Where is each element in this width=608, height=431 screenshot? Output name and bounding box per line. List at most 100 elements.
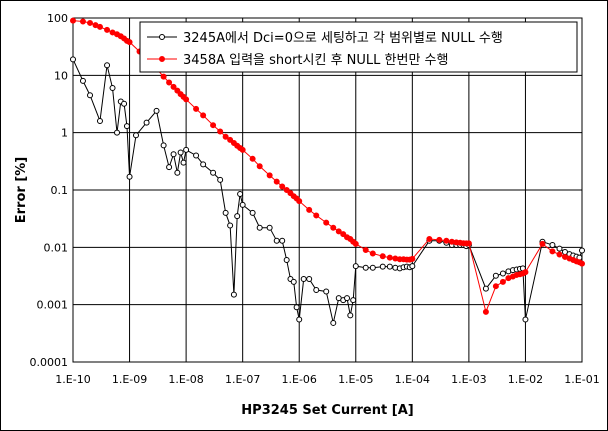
- data-point: [183, 146, 190, 153]
- data-point: [273, 237, 280, 244]
- data-point: [279, 237, 286, 244]
- x-axis-label: HP3245 Set Current [A]: [241, 403, 413, 418]
- y-axis-ticks: 0.0001 0.001 0.01 0.1 1 10 100: [30, 12, 69, 369]
- data-point: [126, 173, 133, 180]
- x-tick-label: 1.E-03: [451, 373, 486, 386]
- data-point: [436, 236, 443, 243]
- data-point: [306, 276, 313, 283]
- data-point: [499, 278, 506, 285]
- series-line: [72, 59, 583, 324]
- data-point: [87, 19, 94, 26]
- data-point: [104, 26, 111, 33]
- data-point: [210, 122, 217, 129]
- data-point: [492, 272, 499, 279]
- data-point: [222, 209, 229, 216]
- data-point: [539, 240, 546, 247]
- data-point: [70, 17, 76, 24]
- x-tick-label: 1.E-09: [112, 373, 147, 386]
- x-tick-label: 1.E-01: [564, 373, 599, 386]
- data-point: [296, 198, 303, 205]
- data-point: [153, 107, 160, 114]
- data-point: [386, 254, 393, 261]
- data-point: [290, 278, 297, 285]
- data-point: [379, 253, 386, 260]
- data-point: [579, 260, 585, 267]
- data-point: [443, 237, 450, 244]
- data-point: [556, 251, 563, 258]
- data-point: [109, 85, 116, 92]
- data-point: [549, 248, 556, 255]
- data-point: [227, 222, 234, 229]
- data-point: [579, 247, 585, 254]
- data-point: [160, 142, 167, 149]
- data-point: [227, 136, 234, 143]
- data-point: [409, 263, 416, 270]
- data-point: [170, 83, 177, 90]
- data-point: [114, 129, 121, 136]
- data-point: [222, 133, 229, 140]
- data-point: [166, 79, 173, 86]
- y-tick-label: 0.1: [51, 184, 69, 197]
- data-point: [249, 155, 256, 162]
- legend-label: 3458A 입력을 short시킨 후 NULL 한번만 수행: [183, 52, 448, 68]
- data-point: [362, 246, 369, 253]
- data-point: [313, 212, 320, 219]
- data-point: [426, 235, 433, 242]
- data-point: [239, 146, 246, 153]
- data-point: [465, 240, 472, 247]
- data-point: [482, 285, 489, 292]
- y-axis-label: Error [%]: [14, 157, 29, 223]
- data-point: [193, 105, 200, 112]
- data-point: [210, 169, 217, 176]
- y-tick-label: 10: [54, 69, 68, 82]
- data-point: [174, 169, 181, 176]
- data-point: [549, 241, 556, 248]
- data-point: [256, 224, 263, 231]
- data-point: [143, 119, 150, 126]
- series-1: [70, 56, 585, 326]
- data-point: [352, 263, 359, 270]
- data-point: [313, 287, 320, 294]
- data-point: [121, 100, 128, 107]
- data-point: [522, 316, 529, 323]
- data-point: [323, 219, 330, 226]
- data-point: [522, 269, 529, 276]
- data-point: [335, 228, 342, 235]
- data-point: [200, 161, 207, 168]
- data-point: [350, 297, 357, 304]
- y-tick-label: 0.0001: [30, 356, 69, 369]
- y-tick-label: 0.01: [44, 241, 69, 254]
- data-point: [126, 39, 133, 46]
- data-point: [344, 295, 351, 302]
- y-tick-label: 1: [61, 127, 68, 140]
- data-point: [170, 151, 177, 158]
- y-tick-label: 100: [47, 12, 68, 25]
- data-point: [177, 149, 184, 156]
- data-point: [482, 308, 489, 315]
- data-point: [79, 18, 86, 25]
- data-point: [249, 209, 256, 216]
- data-point: [166, 164, 173, 171]
- data-point: [369, 264, 376, 271]
- data-point: [340, 231, 347, 238]
- data-point: [104, 62, 111, 69]
- data-point: [123, 123, 130, 130]
- data-point: [492, 283, 499, 290]
- legend-marker: [159, 34, 165, 40]
- data-point: [87, 92, 94, 99]
- data-point: [293, 304, 300, 311]
- data-point: [217, 176, 224, 183]
- data-point: [256, 163, 263, 170]
- data-point: [79, 77, 86, 84]
- x-tick-label: 1.E-04: [395, 373, 430, 386]
- data-point: [239, 201, 246, 208]
- data-point: [362, 264, 369, 271]
- data-point: [323, 288, 330, 295]
- x-tick-label: 1.E-10: [55, 373, 90, 386]
- data-point: [230, 291, 237, 298]
- data-point: [96, 117, 103, 124]
- data-point: [180, 159, 187, 166]
- legend-items: 3245A에서 Dci=0으로 세팅하고 각 범위별로 NULL 수행 3458A…: [147, 30, 503, 68]
- data-point: [193, 152, 200, 159]
